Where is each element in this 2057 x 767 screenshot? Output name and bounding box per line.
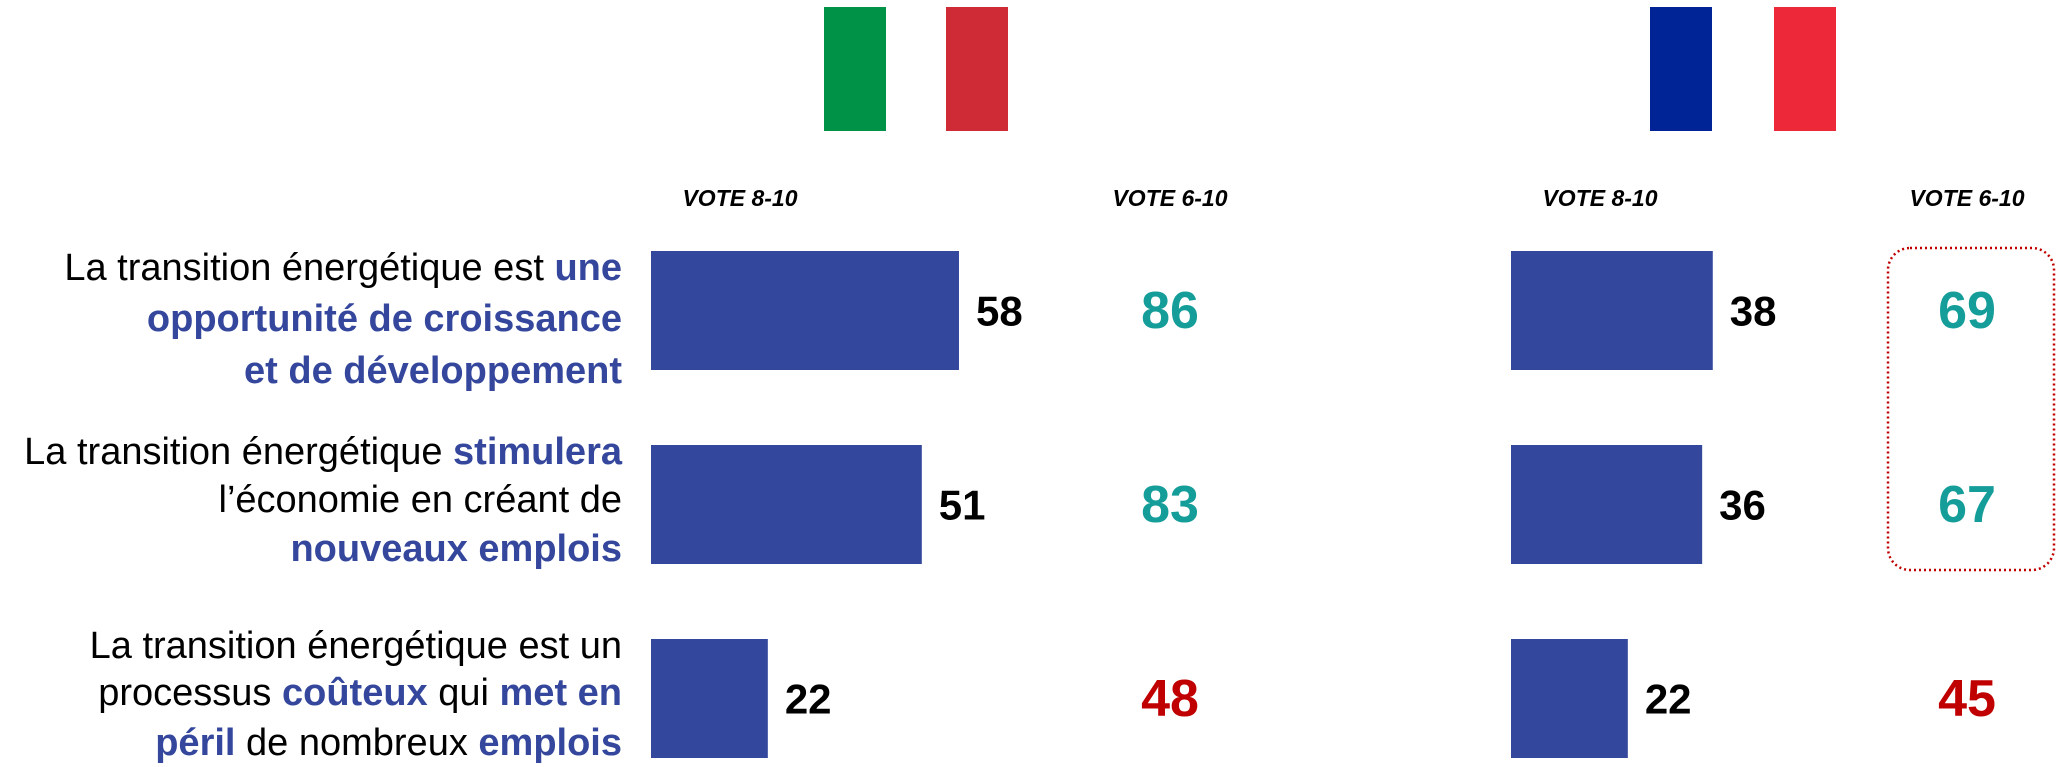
category-label: et de développement [244, 350, 622, 392]
category-label: l’économie en créant de [219, 479, 622, 521]
flag-stripe [824, 7, 886, 131]
value-label: 22 [785, 676, 832, 723]
label-segment: La transition énergétique est un [90, 625, 622, 667]
bar [1511, 445, 1703, 564]
category-label: opportunité de croissance [147, 298, 622, 340]
value-label: 38 [1730, 288, 1777, 335]
bar [1511, 639, 1628, 758]
value-label-6-10: 83 [1141, 476, 1199, 534]
series-header: VOTE 8-10 [1542, 185, 1657, 211]
highlight-box [1886, 246, 2056, 572]
category-label: La transition énergétique est une [64, 247, 622, 289]
label-segment: emplois [478, 722, 622, 764]
category-label: péril de nombreux emplois [155, 722, 622, 764]
flag-italy [824, 7, 1008, 131]
category-label: La transition énergétique est un [90, 625, 622, 667]
label-segment: de nombreux [235, 722, 478, 764]
value-label: 36 [1719, 482, 1766, 529]
series-header: VOTE 8-10 [682, 185, 797, 211]
flag-stripe [1650, 7, 1712, 131]
value-label-6-10: 86 [1141, 282, 1199, 340]
label-segment: et de développement [244, 350, 622, 392]
label-segment: coûteux [282, 672, 428, 714]
series-header: VOTE 6-10 [1909, 185, 2024, 211]
value-label-6-10: 69 [1938, 282, 1996, 340]
category-label: La transition énergétique stimulera [24, 431, 623, 473]
label-segment: nouveaux emplois [290, 528, 622, 570]
bar [651, 445, 922, 564]
value-label-6-10: 67 [1938, 476, 1996, 534]
label-segment: opportunité de croissance [147, 298, 622, 340]
series-header: VOTE 6-10 [1112, 185, 1227, 211]
label-segment: La transition énergétique [24, 431, 453, 473]
label-segment: l’économie en créant de [219, 479, 622, 521]
value-label: 22 [1645, 676, 1692, 723]
category-label: processus coûteux qui met en [98, 672, 622, 714]
label-segment: stimulera [453, 431, 623, 473]
flag-france [1650, 7, 1836, 131]
label-segment: péril [155, 722, 235, 764]
flag-stripe [1774, 7, 1836, 131]
value-label-6-10: 48 [1141, 670, 1199, 728]
category-label: nouveaux emplois [290, 528, 622, 570]
label-segment: met en [500, 672, 622, 714]
value-label: 58 [976, 288, 1023, 335]
value-label-6-10: 45 [1938, 670, 1996, 728]
label-segment: La transition énergétique est [64, 247, 554, 289]
bar [1511, 251, 1713, 370]
bar [651, 639, 768, 758]
label-segment: qui [428, 672, 500, 714]
bar [651, 251, 959, 370]
flag-stripe [946, 7, 1008, 131]
label-segment: une [554, 247, 622, 289]
value-label: 51 [939, 482, 986, 529]
label-segment: processus [98, 672, 282, 714]
